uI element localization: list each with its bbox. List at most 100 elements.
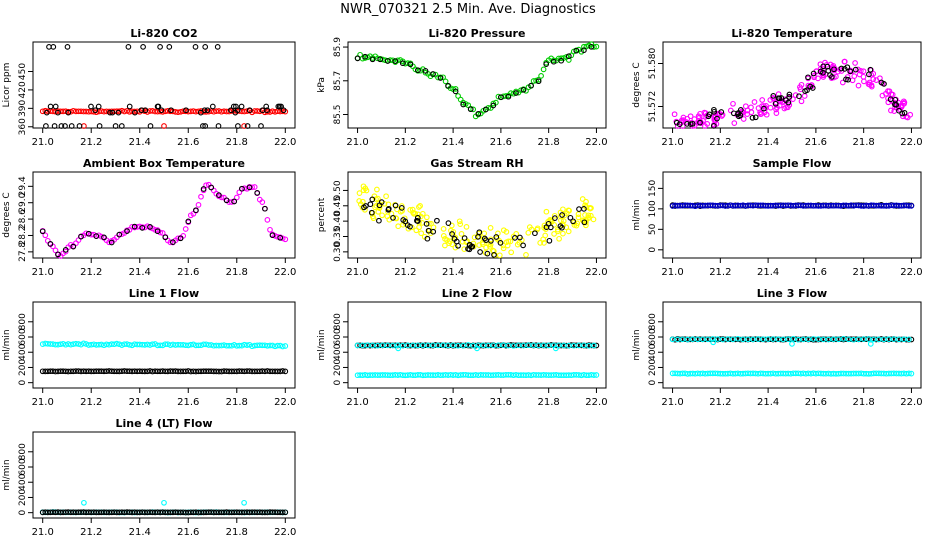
data-point (513, 90, 519, 96)
series-black (39, 368, 289, 375)
data-point (213, 368, 220, 375)
data-point (132, 109, 138, 116)
y-tick-label: 200 (18, 359, 28, 376)
y-tick-label: 0.30 (333, 242, 343, 262)
x-tick-label: 21.8 (538, 267, 560, 278)
data-point (829, 74, 835, 80)
data-point (244, 342, 250, 348)
data-point (855, 66, 861, 73)
data-point (470, 106, 477, 113)
data-point (445, 220, 452, 226)
x-tick-label: 21.2 (80, 137, 102, 148)
y-tick-label: 600 (18, 328, 28, 345)
data-point (457, 96, 464, 103)
data-point (185, 218, 192, 225)
data-point (497, 240, 504, 246)
data-point (96, 123, 103, 129)
series-reference (354, 41, 600, 120)
data-point (718, 109, 725, 115)
data-point (767, 104, 774, 111)
y-tick-label: 800 (648, 313, 658, 330)
data-point (213, 342, 220, 349)
y-tick-label: 800 (18, 443, 28, 460)
x-tick-label: 22.0 (585, 397, 607, 408)
data-point (543, 208, 550, 215)
data-point (246, 184, 253, 191)
y-tick-label: 400 (18, 343, 28, 360)
data-point (908, 203, 915, 209)
chart-panel-2: Li-820 Pressure 21.0 21.2 21.4 21.6 21.8 22.0 8… (317, 27, 608, 148)
y-tick-label: 600 (648, 328, 658, 345)
data-point (182, 226, 189, 232)
data-point (209, 103, 216, 110)
data-point (131, 223, 138, 230)
data-point (259, 199, 266, 205)
data-point (193, 207, 199, 214)
data-point (585, 212, 592, 219)
data-point (354, 55, 361, 62)
data-point (200, 123, 206, 129)
x-tick-label: 21.4 (757, 397, 779, 408)
data-point (845, 76, 851, 83)
data-point (581, 219, 588, 226)
data-point (526, 224, 533, 230)
data-point (121, 341, 128, 348)
plot-frame (32, 431, 296, 519)
data-point (430, 71, 436, 77)
data-point (535, 78, 542, 85)
data-point (475, 110, 482, 117)
data-point (233, 194, 240, 201)
data-point (498, 94, 504, 101)
x-tick-label: 22.0 (900, 267, 922, 278)
x-tick-label: 21.0 (346, 397, 368, 408)
chart-panel-1: Li-820 CO2 21.0 21.2 21.4 21.6 21.8 22.0 360 390… (2, 27, 296, 148)
data-point (460, 101, 467, 108)
chart-panel-10: Line 4 (LT) Flow 21.0 21.2 21.4 21.6 21.8 22.0… (2, 417, 296, 538)
x-tick-label: 21.6 (177, 137, 199, 148)
data-point (140, 44, 146, 50)
chart-title: Line 4 (LT) Flow (116, 417, 213, 430)
data-point (279, 108, 286, 115)
y-axis-label: ml/min (632, 199, 642, 230)
data-point (757, 109, 763, 116)
y-tick-label: 51.580 (648, 47, 658, 79)
data-point (860, 68, 867, 75)
y-tick-label: 85.5 (333, 104, 343, 124)
data-point (249, 343, 255, 350)
data-point (203, 341, 209, 348)
data-point (537, 240, 544, 246)
chart-title: Li-820 Pressure (429, 27, 526, 40)
data-point (113, 340, 120, 347)
data-point (195, 202, 202, 208)
x-tick-label: 21.6 (177, 397, 199, 408)
data-point (399, 60, 406, 67)
data-point (195, 342, 202, 349)
y-tick-label: 29.0 (18, 192, 28, 212)
data-point (697, 119, 703, 126)
x-tick-label: 21.2 (394, 397, 416, 408)
data-point (126, 103, 133, 110)
data-point (370, 215, 377, 222)
data-point (570, 218, 576, 225)
data-point (593, 372, 600, 378)
data-point (735, 111, 741, 117)
series-cyan-high (354, 342, 597, 352)
data-point (706, 111, 713, 118)
x-tick-label: 22.0 (274, 527, 296, 538)
data-point (458, 231, 465, 237)
y-axis-label: Licor ppm (2, 63, 12, 108)
data-point (101, 234, 107, 241)
data-point (407, 207, 414, 213)
data-point (423, 221, 430, 227)
data-point (711, 106, 717, 113)
data-point (710, 123, 717, 129)
data-point (763, 111, 770, 118)
data-point (43, 123, 49, 129)
data-point (162, 341, 169, 348)
data-point (587, 205, 593, 212)
data-point (776, 95, 783, 102)
data-point (906, 203, 912, 209)
data-point (65, 109, 72, 116)
data-point (581, 43, 587, 50)
data-point (588, 43, 595, 50)
